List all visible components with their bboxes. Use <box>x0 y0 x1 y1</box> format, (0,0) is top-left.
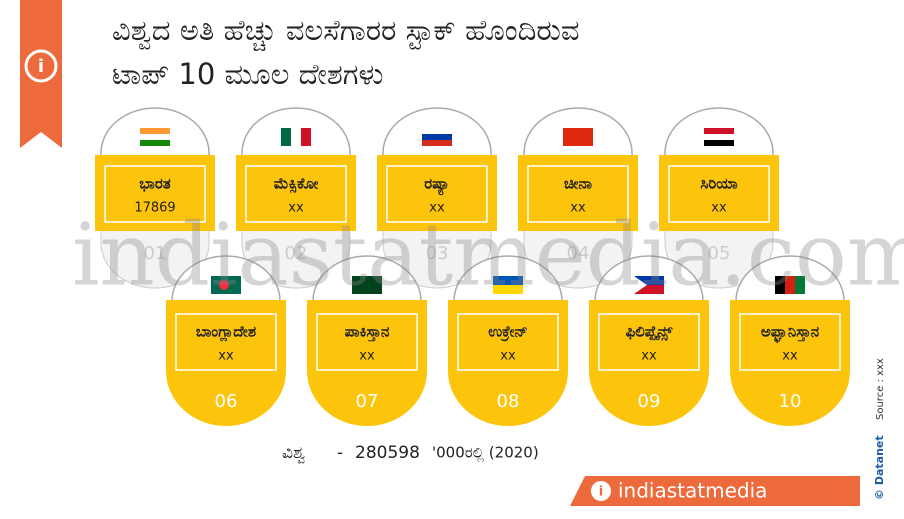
card-body <box>518 155 638 231</box>
rank: 07 <box>356 391 379 412</box>
flag-stripe <box>634 285 664 294</box>
flag-stripe <box>140 134 170 140</box>
country-name: ಅಫ್ಘಾನಿಸ್ತಾನ <box>761 323 819 343</box>
flag-stripe <box>140 140 170 146</box>
cards: ಭಾರತ 17869 01 ಮೆಕ್ಸಿಕೋ xx 02 ರಷ್ಯಾ xx 03 ಚೀನಾ xx 04… <box>95 107 850 426</box>
flag-stripe <box>291 128 301 146</box>
country-name: ಸಿರಿಯಾ <box>700 175 737 193</box>
footer-value: 280598 <box>355 443 420 463</box>
card-body <box>589 300 709 426</box>
flag-stripe <box>775 276 785 294</box>
card-inner <box>598 313 700 371</box>
flag-stripe <box>493 276 523 285</box>
flag-stripe <box>704 140 734 146</box>
country-value: xx <box>218 349 234 364</box>
rank: 04 <box>567 243 590 264</box>
flag-stripe <box>301 128 311 146</box>
rank: 03 <box>426 243 449 264</box>
card-body <box>377 155 497 231</box>
flag-stripe <box>704 128 734 134</box>
info-banner <box>20 0 62 148</box>
card-body <box>236 155 356 231</box>
country-name: ಚೀನಾ <box>564 175 592 193</box>
flag-stripe <box>634 276 664 285</box>
country-value: xx <box>288 201 304 216</box>
card-inner <box>104 165 206 223</box>
country-value: xx <box>500 349 516 364</box>
country-name: ಮೆಕ್ಸಿಕೋ <box>274 175 319 194</box>
flag-stripe <box>785 276 795 294</box>
info-icon-letter: i <box>38 56 44 77</box>
flag-stripe <box>563 128 593 146</box>
card-inner <box>527 165 629 223</box>
watermark: indiastatmedia.com <box>72 206 904 306</box>
brand-bar <box>570 476 860 506</box>
country-name: ಫಿಲಿಪ್ಪೈನ್ಸ್ <box>626 323 674 342</box>
card-body <box>448 300 568 426</box>
card-inner <box>457 313 559 371</box>
rank: 06 <box>215 391 238 412</box>
card-body <box>95 155 215 231</box>
card-inner <box>668 165 770 223</box>
country-name: ಬಾಂಗ್ಲಾದೇಶ <box>196 323 256 343</box>
card-body <box>730 300 850 426</box>
card: ಫಿಲಿಪ್ಪೈನ್ಸ್ xx 09 <box>589 255 709 426</box>
flag-stripe <box>704 134 734 140</box>
country-value: xx <box>359 349 375 364</box>
brand: indiastatmedia <box>618 479 767 503</box>
card: ಅಫ್ಘಾನಿಸ್ತಾನ xx 10 <box>730 255 850 426</box>
country-value: xx <box>711 201 727 216</box>
flag-stripe <box>795 276 805 294</box>
card-body <box>307 300 427 426</box>
flag-stripe <box>422 140 452 146</box>
card: ಉಕ್ರೇನ್ xx 08 <box>448 255 568 426</box>
card: ಚೀನಾ xx 04 <box>518 107 638 289</box>
card-inner <box>316 313 418 371</box>
card: ಬಾಂಗ್ಲಾದೇಶ xx 06 <box>166 255 286 426</box>
title-line: ಟಾಪ್ 10 ಮೂಲ ದೇಶಗಳು <box>112 57 383 91</box>
country-value: xx <box>429 201 445 216</box>
card-inner <box>245 165 347 223</box>
flag-stripe <box>352 276 382 294</box>
card-inner <box>175 313 277 371</box>
card-body <box>166 300 286 426</box>
rank: 08 <box>497 391 520 412</box>
flag-stripe <box>281 128 291 146</box>
country-value: xx <box>782 349 798 364</box>
country-value: xx <box>570 201 586 216</box>
footer-unit: '000ರಲ್ಲಿ (2020) <box>432 444 539 462</box>
card-inner <box>386 165 488 223</box>
rank: 10 <box>779 391 802 412</box>
title-line: ವಿಶ್ವದ ಅತಿ ಹೆಚ್ಚು ವಲಸೆಗಾರರ ಸ್ಟಾಕ್ ಹೊಂದಿರ… <box>112 13 580 52</box>
country-name: ಉಕ್ರೇನ್ <box>488 323 527 342</box>
brand-icon-letter: i <box>599 485 603 500</box>
flag-stripe <box>422 128 452 134</box>
country-name: ರಷ್ಯಾ <box>424 175 450 197</box>
flag-emblem <box>219 280 229 290</box>
rank: 09 <box>638 391 661 412</box>
copyright: © Datanet <box>873 435 886 500</box>
country-name: ಪಾಕಿಸ್ತಾನ <box>345 323 390 343</box>
footer-dash: - <box>337 443 343 463</box>
rank: 02 <box>285 243 308 264</box>
country-value: xx <box>641 349 657 364</box>
flag-stripe <box>422 134 452 140</box>
country-value: 17869 <box>134 201 175 216</box>
card: ಮೆಕ್ಸಿಕೋ xx 02 <box>236 107 356 289</box>
brand-icon <box>591 481 611 501</box>
flag-stripe <box>140 128 170 134</box>
rank: 01 <box>144 243 167 264</box>
flag-emblem <box>634 276 647 294</box>
info-icon <box>24 49 58 83</box>
rank: 05 <box>708 243 731 264</box>
card-body <box>659 155 779 231</box>
card: ಪಾಕಿಸ್ತಾನ xx 07 <box>307 255 427 426</box>
card-inner <box>739 313 841 371</box>
country-name: ಭಾರತ <box>139 175 170 193</box>
flag-stripe <box>493 285 523 294</box>
source: Source : xxx <box>875 358 886 420</box>
footer-label: ವಿಶ್ವ <box>282 443 305 464</box>
